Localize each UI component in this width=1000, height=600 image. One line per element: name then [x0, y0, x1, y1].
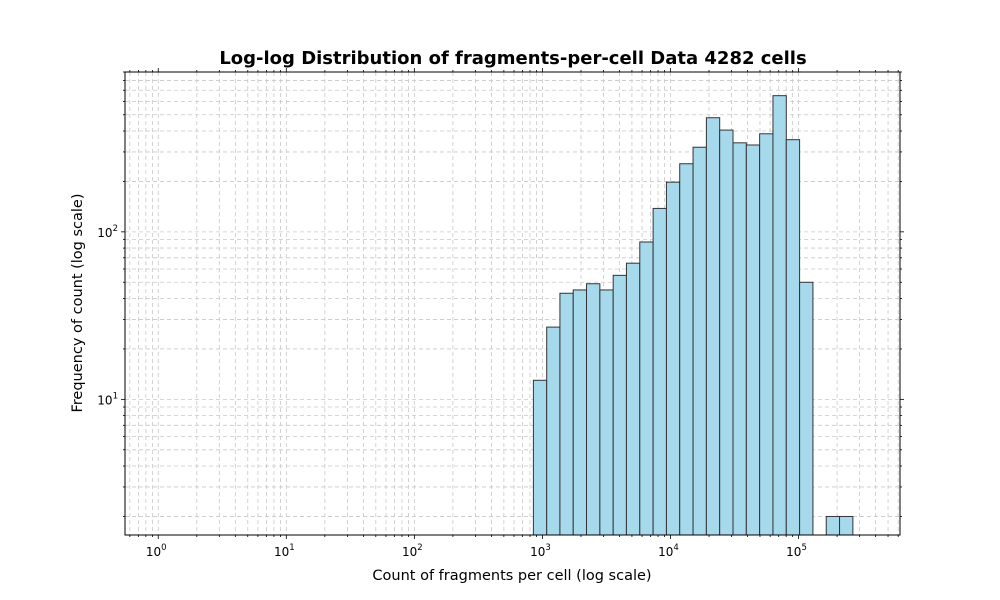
- histogram-bar: [679, 163, 694, 536]
- x-tick-label: 105: [786, 543, 807, 559]
- x-tick-exponent: 3: [545, 543, 550, 553]
- x-tick-label: 103: [530, 543, 551, 559]
- y-tick-base: 10: [97, 393, 112, 407]
- y-tick-exponent: 1: [113, 391, 118, 401]
- x-tick-label: 102: [402, 543, 423, 559]
- histogram-bar: [692, 146, 707, 536]
- x-tick-base: 10: [274, 545, 289, 559]
- histogram-bar: [625, 262, 641, 536]
- x-tick-label: 104: [658, 543, 679, 559]
- x-tick-base: 10: [530, 545, 545, 559]
- y-tick-base: 10: [97, 226, 112, 240]
- x-tick-exponent: 2: [417, 543, 422, 553]
- histogram-bar: [639, 241, 654, 536]
- histogram-bar: [532, 379, 548, 536]
- x-tick-base: 10: [658, 545, 673, 559]
- histogram-bars: [532, 95, 854, 536]
- chart-title: Log-log Distribution of fragments-per-ce…: [219, 48, 806, 69]
- x-axis-label: Count of fragments per cell (log scale): [372, 568, 651, 584]
- x-tick-exponent: 4: [673, 543, 678, 553]
- histogram-bar: [719, 129, 734, 536]
- x-tick-label: 100: [146, 543, 167, 559]
- axis-ticks: [121, 68, 904, 539]
- histogram-bar: [705, 117, 721, 536]
- y-tick-exponent: 2: [113, 224, 118, 234]
- histogram-bar: [612, 274, 627, 536]
- x-tick-label: 101: [274, 543, 295, 559]
- x-tick-exponent: 5: [801, 543, 806, 553]
- x-tick-labels: 100 101 102 103 104 105: [146, 543, 807, 559]
- histogram-bar: [732, 142, 747, 536]
- histogram-bar: [559, 292, 574, 536]
- y-axis-label: Frequency of count (log scale): [70, 193, 86, 412]
- histogram-bar: [652, 207, 667, 536]
- histogram-bar: [785, 139, 801, 536]
- histogram-bar: [799, 281, 814, 536]
- histogram-bar: [759, 133, 774, 536]
- histogram-bar: [586, 283, 601, 536]
- y-tick-label: 101: [97, 391, 118, 407]
- histogram-bar: [546, 326, 561, 536]
- histogram-bar: [599, 289, 614, 536]
- x-tick-base: 10: [786, 545, 801, 559]
- histogram-bar: [772, 95, 787, 536]
- x-tick-base: 10: [402, 545, 417, 559]
- x-tick-exponent: 0: [161, 543, 166, 553]
- histogram-bar: [839, 515, 854, 536]
- x-tick-exponent: 1: [289, 543, 294, 553]
- histogram-bar: [665, 181, 681, 536]
- histogram-bar: [825, 515, 841, 536]
- histogram-bar: [572, 289, 588, 536]
- plot-frame: [124, 71, 901, 536]
- y-tick-label: 102: [97, 224, 118, 240]
- x-tick-base: 10: [146, 545, 161, 559]
- histogram-bar: [745, 144, 761, 536]
